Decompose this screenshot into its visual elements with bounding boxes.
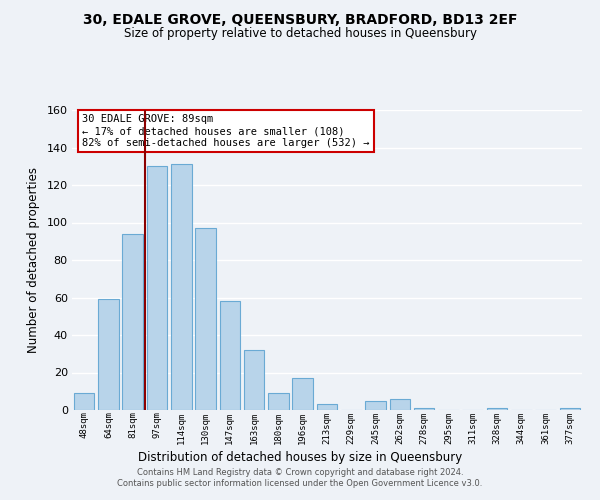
Bar — [220, 301, 240, 410]
Bar — [317, 404, 337, 410]
Bar — [122, 234, 143, 410]
Text: 30, EDALE GROVE, QUEENSBURY, BRADFORD, BD13 2EF: 30, EDALE GROVE, QUEENSBURY, BRADFORD, B… — [83, 12, 517, 26]
Text: Size of property relative to detached houses in Queensbury: Size of property relative to detached ho… — [124, 28, 476, 40]
Bar — [171, 164, 191, 410]
Bar — [414, 408, 434, 410]
Text: 30 EDALE GROVE: 89sqm
← 17% of detached houses are smaller (108)
82% of semi-det: 30 EDALE GROVE: 89sqm ← 17% of detached … — [82, 114, 370, 148]
Bar — [195, 228, 216, 410]
Y-axis label: Number of detached properties: Number of detached properties — [27, 167, 40, 353]
Bar — [560, 408, 580, 410]
Bar — [389, 399, 410, 410]
Bar — [365, 400, 386, 410]
Bar — [268, 393, 289, 410]
Bar — [292, 378, 313, 410]
Bar — [487, 408, 508, 410]
Text: Contains HM Land Registry data © Crown copyright and database right 2024.
Contai: Contains HM Land Registry data © Crown c… — [118, 468, 482, 487]
Bar — [244, 350, 265, 410]
Bar — [98, 300, 119, 410]
Bar — [74, 393, 94, 410]
Text: Distribution of detached houses by size in Queensbury: Distribution of detached houses by size … — [138, 451, 462, 464]
Bar — [146, 166, 167, 410]
